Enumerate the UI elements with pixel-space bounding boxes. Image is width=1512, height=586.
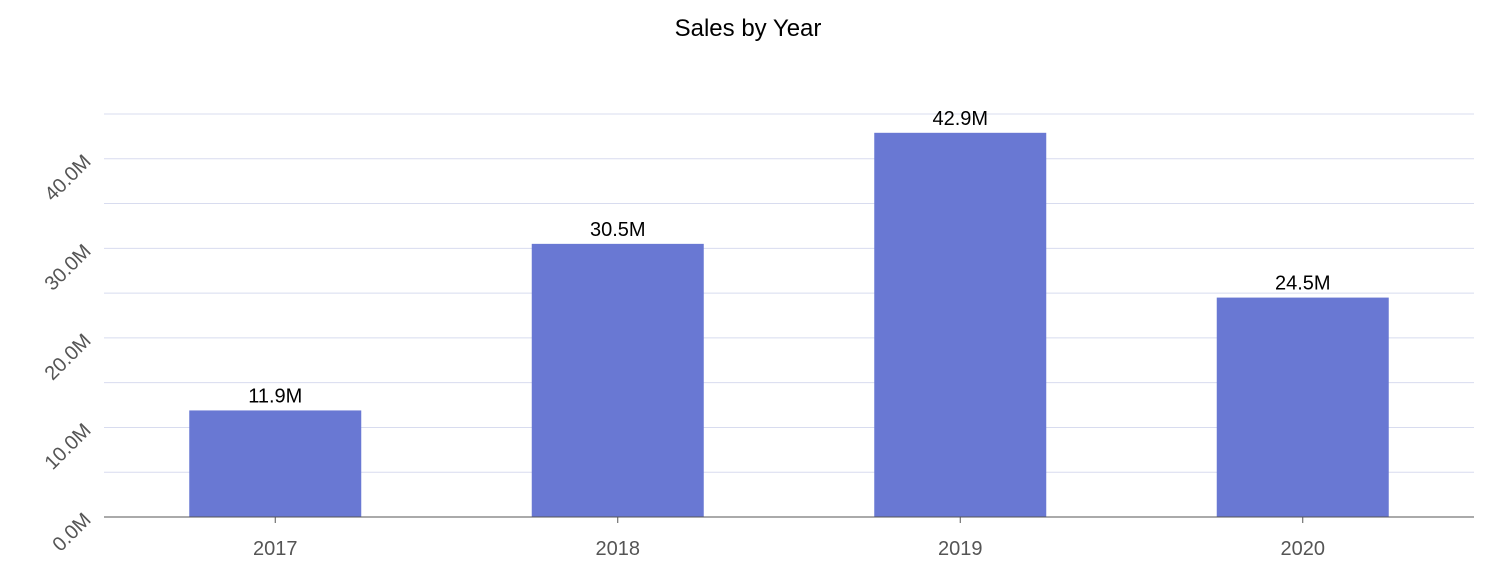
- x-tick-label-2019: 2019: [938, 538, 983, 560]
- y-tick-label: 0.0M: [49, 509, 96, 556]
- bar-2020: [1216, 297, 1389, 517]
- data-label-2019: 42.9M: [932, 108, 988, 130]
- data-label-2020: 24.5M: [1275, 273, 1331, 295]
- y-tick-label: 30.0M: [41, 240, 96, 295]
- bars: [189, 132, 1389, 517]
- x-tick-label-2020: 2020: [1281, 538, 1326, 560]
- bar-2018: [531, 243, 704, 517]
- data-label-2018: 30.5M: [590, 219, 646, 241]
- y-tick-label: 10.0M: [41, 419, 96, 474]
- chart-title: Sales by Year: [675, 15, 822, 42]
- data-label-2017: 11.9M: [248, 385, 302, 407]
- y-tick-label: 40.0M: [41, 151, 96, 206]
- bar-2019: [874, 132, 1047, 517]
- bar-2017: [189, 410, 362, 517]
- x-tick-label-2017: 2017: [253, 538, 298, 560]
- data-labels: 11.9M 30.5M 42.9M 24.5M: [248, 108, 1330, 408]
- x-tick-label-2018: 2018: [596, 538, 641, 560]
- y-tick-label: 20.0M: [41, 330, 96, 385]
